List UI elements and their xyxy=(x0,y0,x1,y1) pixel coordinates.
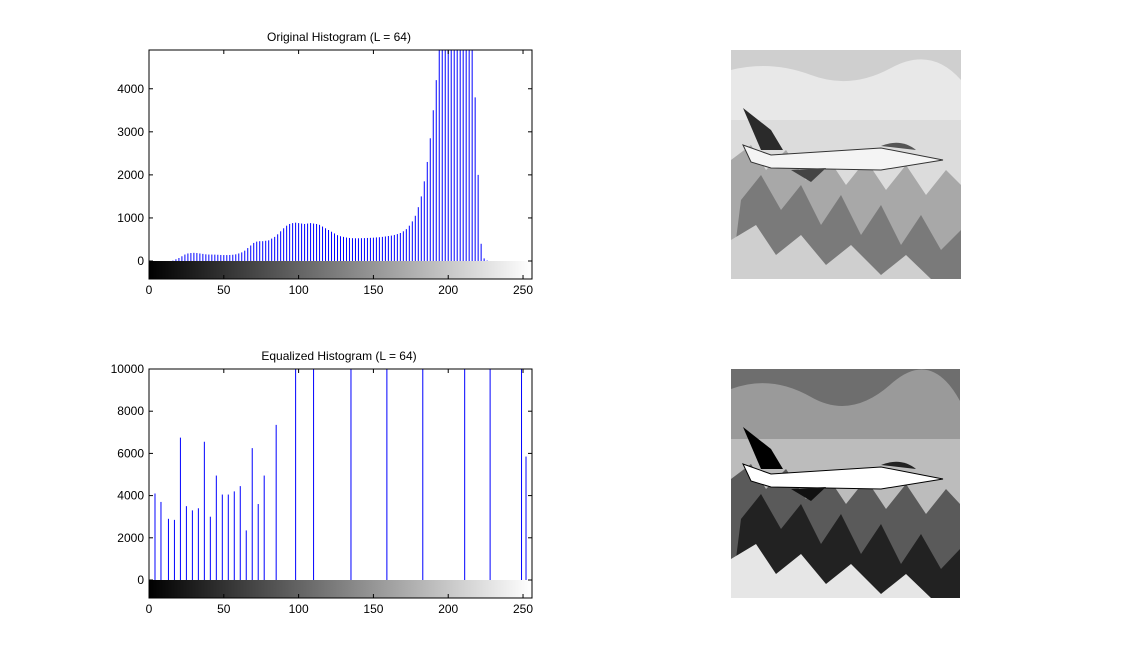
y-tick-label: 4000 xyxy=(117,489,144,503)
equalized-histogram-chart: Equalized Histogram (L = 64) 02000400060… xyxy=(111,349,534,616)
grayscale-colorbar xyxy=(149,261,532,279)
y-tick-label: 3000 xyxy=(117,125,144,139)
axes-box xyxy=(148,49,533,280)
axes-box xyxy=(148,368,533,599)
x-tick-label: 0 xyxy=(146,602,153,616)
original-image-panel xyxy=(731,50,961,279)
x-tick-label: 100 xyxy=(289,283,309,297)
y-tick-label: 2000 xyxy=(117,531,144,545)
x-tick-label: 250 xyxy=(513,602,533,616)
x-tick-label: 200 xyxy=(438,283,458,297)
x-tick-label: 100 xyxy=(289,602,309,616)
chart-title: Equalized Histogram (L = 64) xyxy=(261,349,416,363)
y-tick-label: 4000 xyxy=(117,82,144,96)
y-tick-label: 0 xyxy=(137,254,144,268)
plot-area xyxy=(149,369,532,598)
aircraft-icon xyxy=(742,427,944,501)
aircraft-photo-equalized xyxy=(731,369,960,598)
y-tick-label: 10000 xyxy=(111,362,145,376)
x-tick-label: 250 xyxy=(513,283,533,297)
x-tick-label: 50 xyxy=(217,283,231,297)
aircraft-photo-original xyxy=(731,50,961,279)
y-tick-label: 8000 xyxy=(117,404,144,418)
y-tick-label: 1000 xyxy=(117,211,144,225)
x-tick-label: 150 xyxy=(363,602,383,616)
x-tick-label: 50 xyxy=(217,602,231,616)
x-tick-label: 150 xyxy=(363,283,383,297)
equalized-image-panel xyxy=(731,369,960,598)
aircraft-icon xyxy=(742,108,944,182)
x-tick-label: 0 xyxy=(146,283,153,297)
chart-title: Original Histogram (L = 64) xyxy=(267,30,411,44)
x-tick-label: 200 xyxy=(438,602,458,616)
y-tick-label: 2000 xyxy=(117,168,144,182)
y-tick-label: 0 xyxy=(137,573,144,587)
original-histogram-chart: Original Histogram (L = 64) 010002000300… xyxy=(117,30,533,297)
grayscale-colorbar xyxy=(149,580,532,598)
y-tick-label: 6000 xyxy=(117,446,144,460)
